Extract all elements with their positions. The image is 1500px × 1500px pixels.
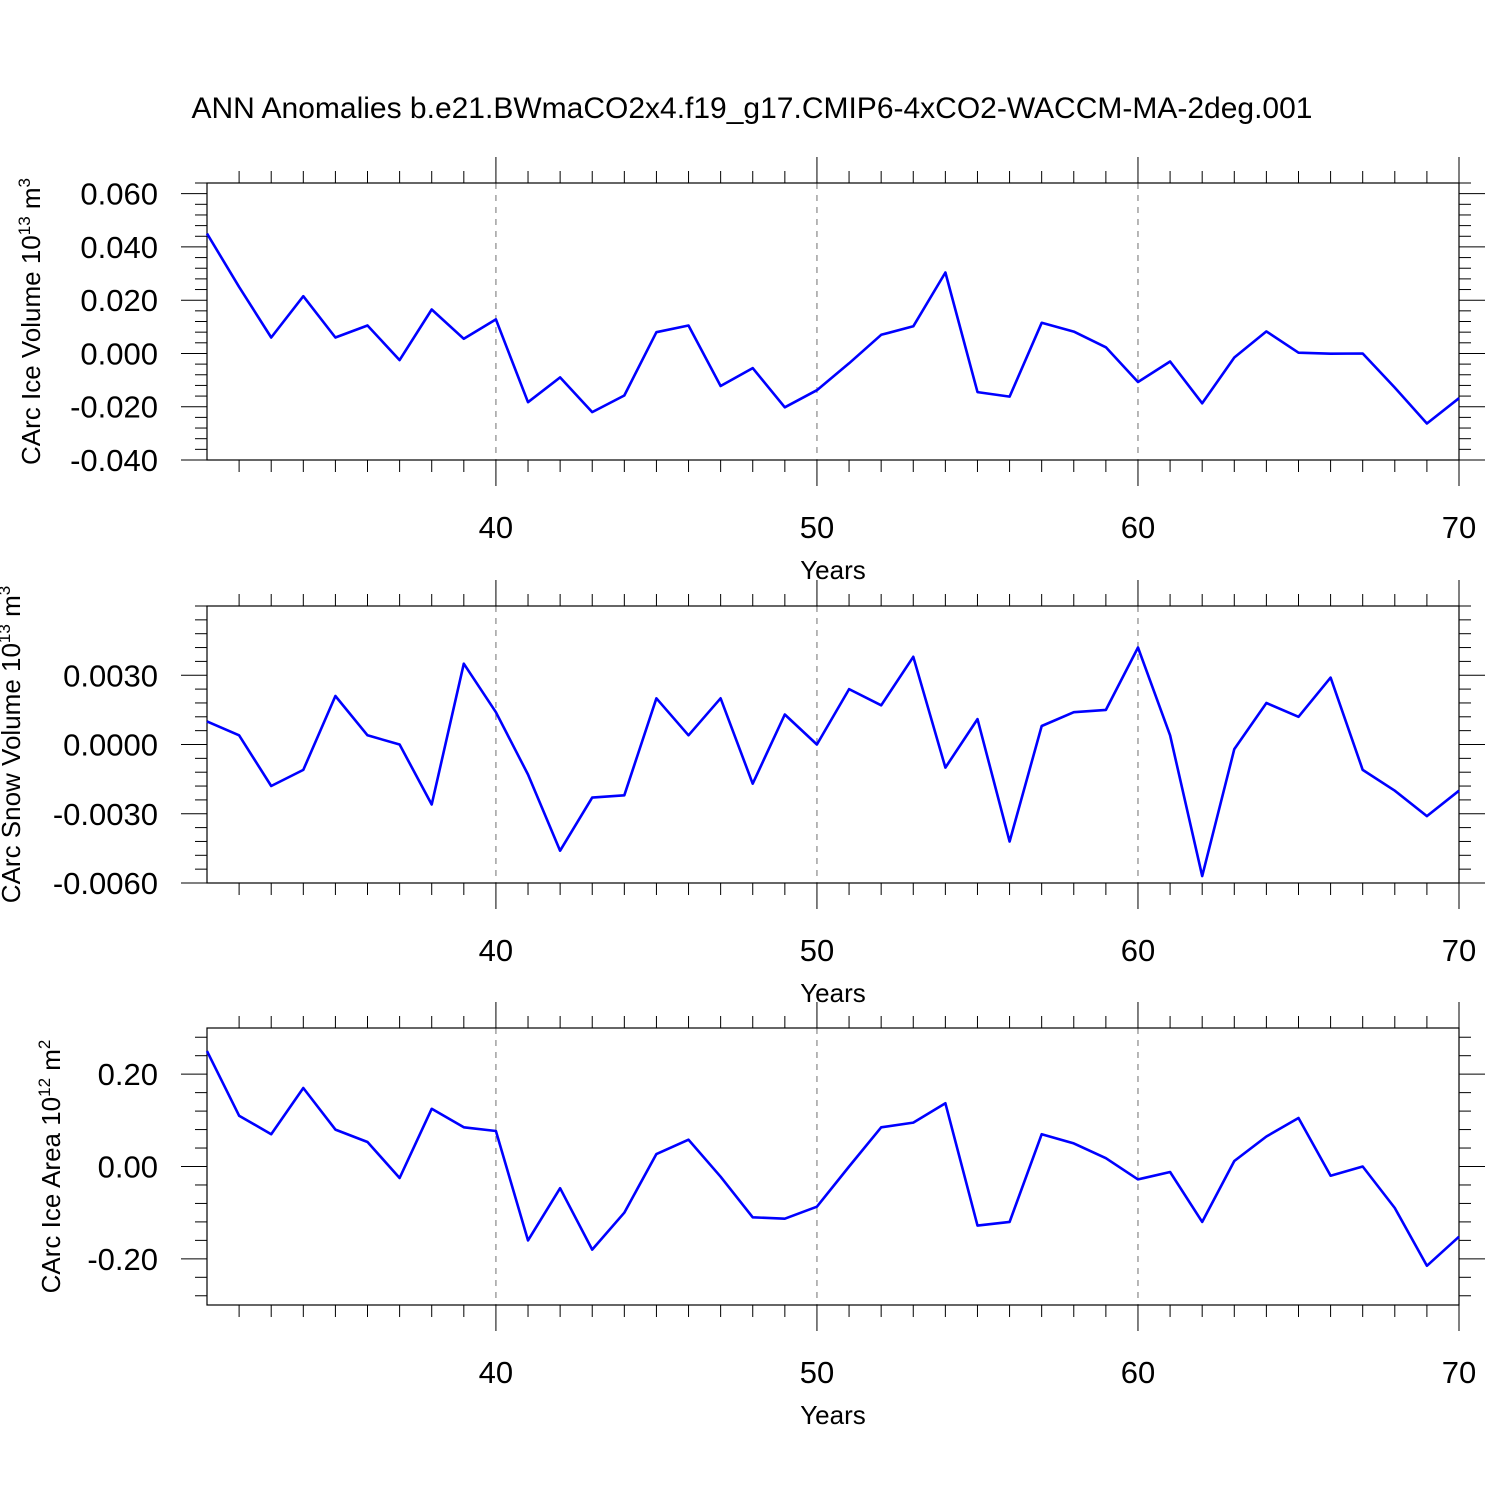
x-tick-label: 60 [1121,1355,1155,1390]
x-tick-label: 40 [479,510,513,545]
x-tick-label: 40 [479,933,513,968]
panel-1: 0.060 0.040 0.020 0.000 -0.020 -0.040 40 50 60 70… [15,157,1485,585]
plot-frame [206,182,1460,461]
x-tick-label: 50 [800,510,834,545]
y-tick-label: -0.0060 [53,866,158,901]
x-axis-label: Years [800,555,866,585]
x-tick-label: 70 [1442,1355,1476,1390]
series-line [206,646,1460,878]
x-tick-label: 60 [1121,510,1155,545]
y-tick-label: -0.20 [87,1242,158,1277]
plot-frame [206,605,1460,884]
series-line [205,232,1460,425]
x-axis-label: Years [800,978,866,1008]
x-axis-label: Years [800,1400,866,1430]
y-axis-label: CArc Ice Volume 1013 m3 [15,178,46,465]
x-tick-label: 50 [800,1355,834,1390]
y-axis-label: CArc Ice Area 1012 m2 [35,1040,66,1294]
y-tick-label: 0.00 [98,1150,158,1185]
y-tick-label: 0.20 [98,1057,158,1092]
x-tick-label: 50 [800,933,834,968]
x-tick-label: 40 [479,1355,513,1390]
y-axis-label: CArc Snow Volume 1013 m3 [0,586,26,903]
y-tick-label: -0.020 [70,390,158,425]
x-tick-label: 70 [1442,510,1476,545]
panel-2: 0.0030 0.0000 -0.0030 -0.0060 40 50 60 70 Years C… [0,580,1485,1008]
x-tick-label: 70 [1442,933,1476,968]
panel-3: 0.20 0.00 -0.20 40 50 60 70 Years CArc Ice Area … [35,1002,1485,1430]
series-line [205,1050,1460,1268]
y-tick-label: -0.040 [70,443,158,478]
chart-title: ANN Anomalies b.e21.BWmaCO2x4.f19_g17.CM… [192,92,1313,125]
y-tick-label: 0.000 [80,336,158,371]
plot-frame [206,1027,1460,1306]
y-tick-label: -0.0030 [53,797,158,832]
y-tick-label: 0.020 [80,283,158,318]
y-tick-label: 0.060 [80,177,158,212]
y-tick-label: 0.040 [80,230,158,265]
x-tick-label: 60 [1121,933,1155,968]
y-tick-label: 0.0030 [63,658,158,693]
y-tick-label: 0.0000 [63,728,158,763]
